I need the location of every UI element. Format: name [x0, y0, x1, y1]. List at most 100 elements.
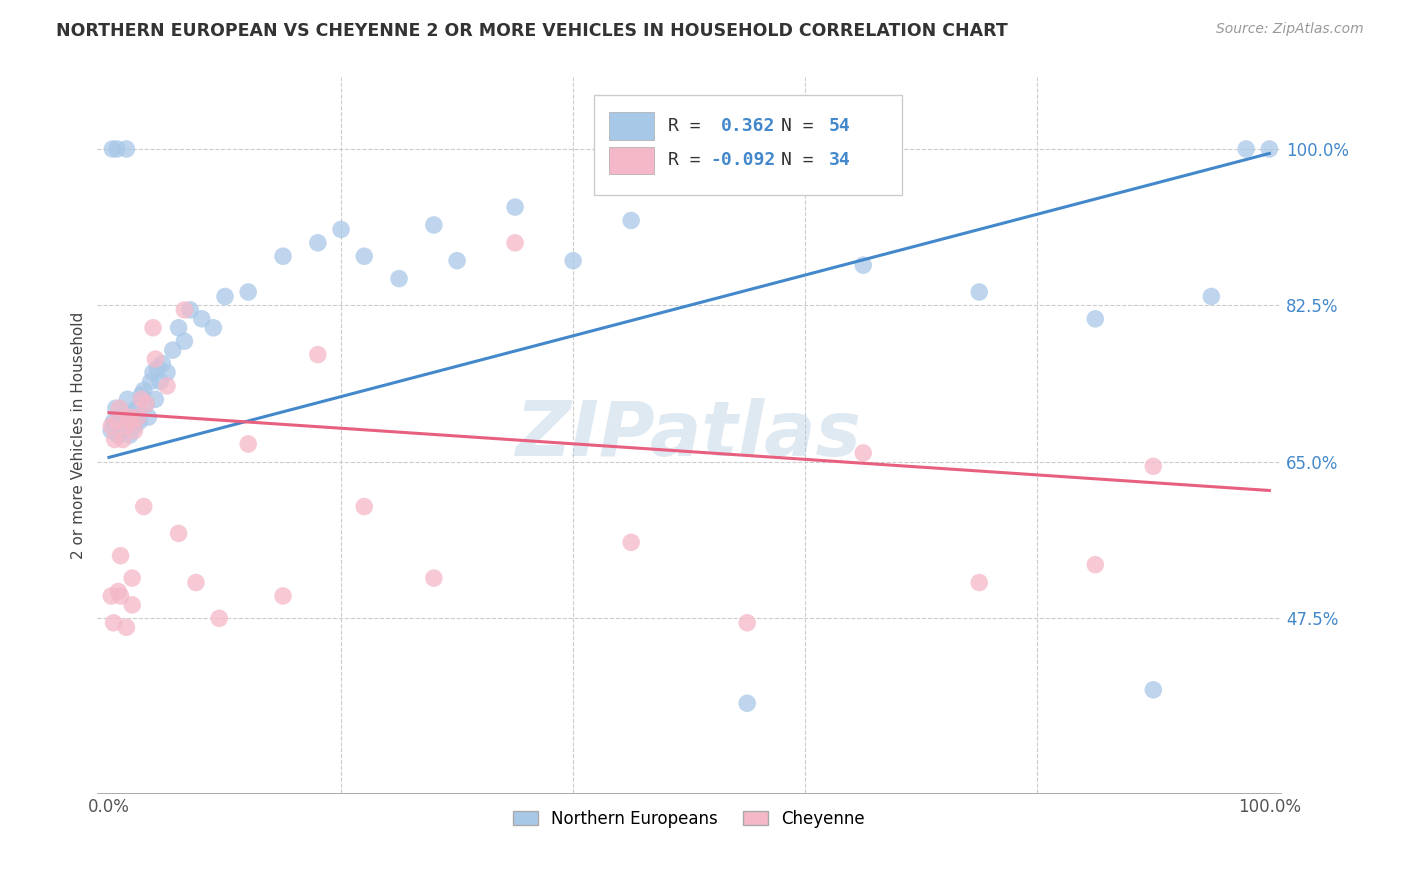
Point: [105, 415, 128, 429]
Point: [307, 235, 329, 250]
Point: [118, 410, 141, 425]
Point: [101, 142, 124, 156]
Point: [388, 271, 411, 285]
Point: [208, 611, 231, 625]
Point: [184, 575, 207, 590]
Point: [146, 361, 169, 376]
Point: [214, 289, 236, 303]
Point: [162, 343, 184, 358]
Bar: [609, 112, 654, 140]
Point: [735, 615, 758, 630]
Point: [271, 249, 294, 263]
Point: [100, 419, 122, 434]
Point: [100, 589, 122, 603]
Point: [120, 415, 142, 429]
Point: [1142, 459, 1164, 474]
Point: [423, 571, 446, 585]
Point: [115, 142, 138, 156]
Text: R =: R =: [668, 117, 711, 135]
Text: N =: N =: [782, 152, 825, 169]
Point: [852, 446, 875, 460]
Point: [446, 253, 468, 268]
Y-axis label: 2 or more Vehicles in Household: 2 or more Vehicles in Household: [72, 311, 86, 558]
Point: [131, 388, 153, 402]
Point: [110, 589, 132, 603]
Point: [132, 500, 155, 514]
Point: [142, 320, 165, 334]
Point: [238, 437, 260, 451]
Point: [149, 375, 172, 389]
Point: [135, 397, 157, 411]
Point: [353, 500, 375, 514]
Point: [111, 424, 134, 438]
FancyBboxPatch shape: [595, 95, 903, 195]
Point: [179, 302, 201, 317]
Point: [167, 320, 190, 334]
Point: [139, 375, 162, 389]
Point: [307, 348, 329, 362]
Point: [852, 258, 875, 272]
Point: [127, 410, 149, 425]
Point: [173, 334, 195, 348]
Point: [104, 401, 127, 416]
Point: [103, 615, 125, 630]
Text: 0.362: 0.362: [721, 117, 776, 135]
Point: [1084, 311, 1107, 326]
Point: [353, 249, 375, 263]
Point: [107, 584, 129, 599]
Point: [156, 366, 179, 380]
Point: [107, 428, 129, 442]
Point: [118, 428, 141, 442]
Point: [124, 419, 146, 434]
Point: [103, 415, 125, 429]
Point: [121, 571, 143, 585]
Point: [110, 410, 132, 425]
Point: [620, 535, 643, 549]
Point: [1258, 142, 1281, 156]
Point: [156, 379, 179, 393]
Point: [678, 151, 700, 165]
Point: [114, 415, 136, 429]
Point: [503, 200, 526, 214]
Point: [105, 142, 128, 156]
Text: ZIPatlas: ZIPatlas: [516, 398, 862, 472]
Point: [124, 424, 146, 438]
Point: [503, 235, 526, 250]
Point: [125, 401, 148, 416]
Point: [138, 410, 160, 425]
Point: [128, 415, 150, 429]
Point: [115, 620, 138, 634]
Point: [1142, 682, 1164, 697]
Point: [132, 384, 155, 398]
Point: [202, 320, 225, 334]
Point: [117, 392, 139, 407]
Point: [1201, 289, 1223, 303]
Point: [735, 696, 758, 710]
Text: 54: 54: [828, 117, 851, 135]
Text: 34: 34: [828, 152, 851, 169]
Point: [173, 302, 195, 317]
Legend: Northern Europeans, Cheyenne: Northern Europeans, Cheyenne: [506, 803, 872, 834]
Point: [167, 526, 190, 541]
Point: [191, 311, 214, 326]
Point: [115, 419, 138, 434]
Point: [111, 433, 134, 447]
Text: NORTHERN EUROPEAN VS CHEYENNE 2 OR MORE VEHICLES IN HOUSEHOLD CORRELATION CHART: NORTHERN EUROPEAN VS CHEYENNE 2 OR MORE …: [56, 22, 1008, 40]
Point: [145, 352, 167, 367]
Bar: [609, 147, 654, 174]
Point: [108, 401, 131, 416]
Text: -0.092: -0.092: [710, 152, 776, 169]
Point: [104, 433, 127, 447]
Text: R =: R =: [668, 152, 711, 169]
Point: [1084, 558, 1107, 572]
Point: [271, 589, 294, 603]
Point: [131, 392, 153, 407]
Point: [967, 575, 990, 590]
Point: [135, 397, 157, 411]
Point: [110, 549, 132, 563]
Point: [150, 357, 173, 371]
Point: [142, 366, 165, 380]
Point: [620, 213, 643, 227]
Text: Source: ZipAtlas.com: Source: ZipAtlas.com: [1216, 22, 1364, 37]
Point: [121, 406, 143, 420]
